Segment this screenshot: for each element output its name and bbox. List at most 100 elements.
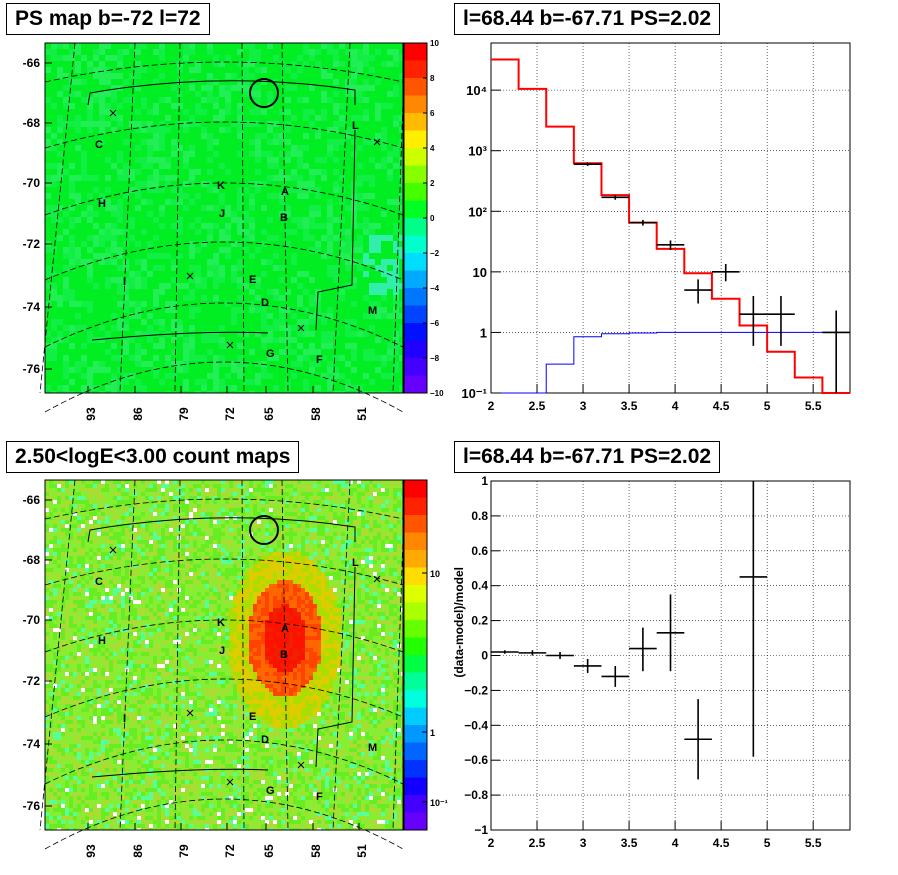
map-pixel: [231, 139, 237, 145]
map-pixel: [229, 500, 233, 504]
map-pixel: [177, 115, 183, 121]
map-pixel: [245, 488, 249, 492]
map-pixel: [325, 532, 329, 536]
map-pixel: [85, 520, 89, 524]
map-pixel: [333, 289, 339, 295]
map-pixel: [63, 241, 69, 247]
map-pixel: [153, 109, 159, 115]
cross-marker: [373, 138, 381, 146]
map-pixel: [195, 289, 201, 295]
map-pixel: [249, 139, 255, 145]
map-pixel: [291, 277, 297, 283]
map-pixel: [147, 355, 153, 361]
map-pixel: [135, 289, 141, 295]
map-pixel: [207, 121, 213, 127]
map-pixel: [49, 484, 53, 488]
map-pixel: [255, 331, 261, 337]
map-pixel: [297, 283, 303, 289]
map-pixel: [261, 385, 267, 391]
map-pixel: [93, 524, 97, 528]
map-pixel: [321, 85, 327, 91]
map-pixel: [73, 492, 77, 496]
map-pixel: [363, 373, 369, 379]
map-pixel: [291, 193, 297, 199]
map-pixel: [321, 61, 327, 67]
map-pixel: [207, 157, 213, 163]
map-pixel: [217, 524, 221, 528]
map-pixel: [45, 520, 49, 524]
map-pixel: [321, 73, 327, 79]
map-pixel: [229, 484, 233, 488]
map-pixel: [267, 61, 273, 67]
map-pixel: [243, 313, 249, 319]
map-pixel: [329, 484, 333, 488]
map-pixel: [231, 133, 237, 139]
map-pixel: [165, 277, 171, 283]
map-pixel: [369, 91, 375, 97]
map-pixel: [117, 223, 123, 229]
map-pixel: [297, 97, 303, 103]
map-pixel: [177, 289, 183, 295]
map-pixel: [397, 480, 401, 484]
region-label: G: [266, 348, 275, 360]
map-pixel: [225, 247, 231, 253]
map-pixel: [117, 496, 121, 500]
map-pixel: [219, 157, 225, 163]
region-label: M: [368, 305, 377, 317]
map-pixel: [333, 520, 337, 524]
map-pixel: [231, 277, 237, 283]
map-pixel: [171, 337, 177, 343]
map-pixel: [123, 187, 129, 193]
map-pixel: [69, 241, 75, 247]
map-pixel: [219, 253, 225, 259]
map-pixel: [201, 199, 207, 205]
map-pixel: [147, 85, 153, 91]
map-pixel: [369, 520, 373, 524]
map-pixel: [123, 211, 129, 217]
map-pixel: [81, 265, 87, 271]
map-pixel: [189, 217, 195, 223]
map-pixel: [381, 229, 387, 235]
map-pixel: [183, 187, 189, 193]
map-pixel: [171, 61, 177, 67]
map-pixel: [269, 496, 273, 500]
map-pixel: [255, 373, 261, 379]
map-pixel: [183, 349, 189, 355]
map-pixel: [253, 500, 257, 504]
map-pixel: [53, 504, 57, 508]
map-pixel: [273, 289, 279, 295]
map-pixel: [375, 241, 381, 247]
map-pixel: [273, 55, 279, 61]
map-pixel: [219, 91, 225, 97]
map-pixel: [45, 205, 51, 211]
map-pixel: [237, 307, 243, 313]
map-pixel: [243, 325, 249, 331]
map-pixel: [297, 504, 301, 508]
map-pixel: [205, 508, 209, 512]
map-pixel: [49, 504, 53, 508]
map-pixel: [231, 109, 237, 115]
map-pixel: [321, 524, 325, 528]
map-pixel: [297, 199, 303, 205]
map-pixel: [159, 349, 165, 355]
map-pixel: [309, 349, 315, 355]
map-pixel: [129, 229, 135, 235]
map-pixel: [75, 49, 81, 55]
map-pixel: [273, 488, 277, 492]
map-pixel: [165, 205, 171, 211]
map-pixel: [201, 115, 207, 121]
map-pixel: [45, 145, 51, 151]
map-pixel: [255, 247, 261, 253]
map-pixel: [213, 181, 219, 187]
map-pixel: [249, 319, 255, 325]
map-pixel: [141, 247, 147, 253]
map-pixel: [57, 175, 63, 181]
map-pixel: [153, 157, 159, 163]
x-tick-label: 72: [223, 407, 237, 421]
map-pixel: [87, 145, 93, 151]
map-pixel: [327, 373, 333, 379]
map-pixel: [117, 217, 123, 223]
map-pixel: [285, 85, 291, 91]
map-pixel: [69, 181, 75, 187]
map-pixel: [207, 229, 213, 235]
